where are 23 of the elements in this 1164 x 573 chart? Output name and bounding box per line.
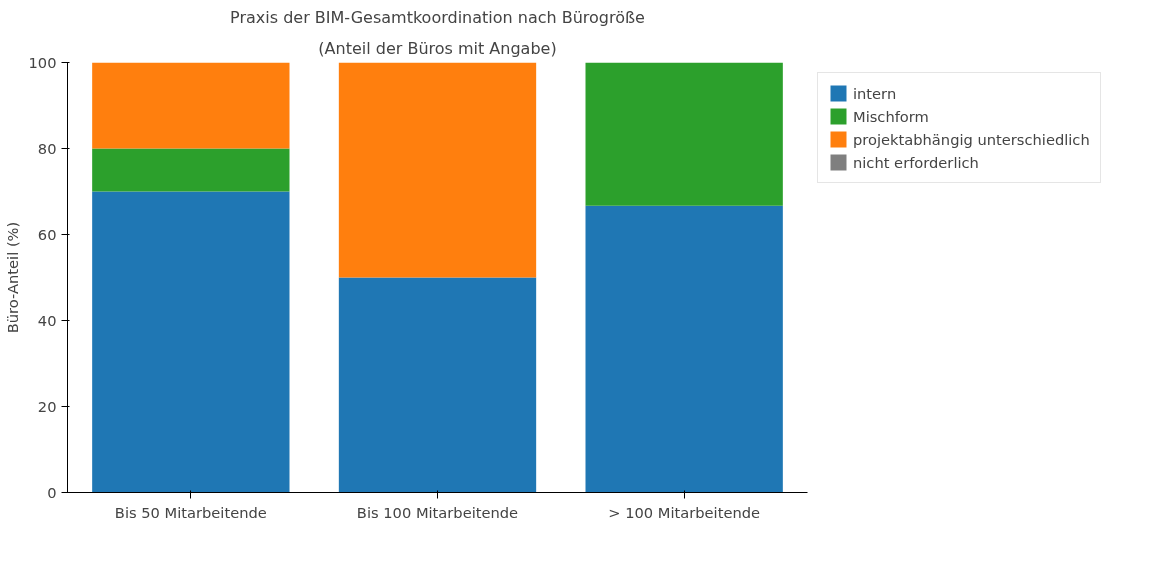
bar: [92, 62, 290, 149]
y-tick-label: 20: [37, 397, 57, 415]
bar: [585, 62, 783, 206]
bar: [338, 62, 537, 278]
chart-title: Praxis der BIM-Gesamtkoordination nach Bürogröße: [230, 7, 645, 27]
legend-label: intern: [853, 84, 897, 102]
y-tick-label: 100: [28, 53, 57, 71]
x-tick-label: Bis 50 Mitarbeitende: [114, 503, 267, 521]
bar: [338, 277, 537, 493]
y-tick-label: 40: [37, 311, 57, 329]
x-tick-label: Bis 100 Mitarbeitende: [356, 503, 519, 521]
y-tick-label: 60: [37, 225, 57, 243]
bar: [585, 205, 783, 493]
legend-label: Mischform: [853, 107, 929, 125]
y-tick-label: 0: [47, 483, 57, 501]
x-tick-label: > 100 Mitarbeitende: [608, 503, 761, 521]
chart-subtitle: (Anteil der Büros mit Angabe): [318, 38, 557, 58]
legend-label: nicht erforderlich: [853, 153, 979, 171]
legend-label: projektabhängig unterschiedlich: [853, 130, 1090, 148]
bar: [92, 191, 290, 493]
y-axis-title: Büro-Anteil (%): [3, 221, 21, 334]
y-tick-label: 80: [37, 139, 57, 157]
bar: [92, 148, 290, 192]
